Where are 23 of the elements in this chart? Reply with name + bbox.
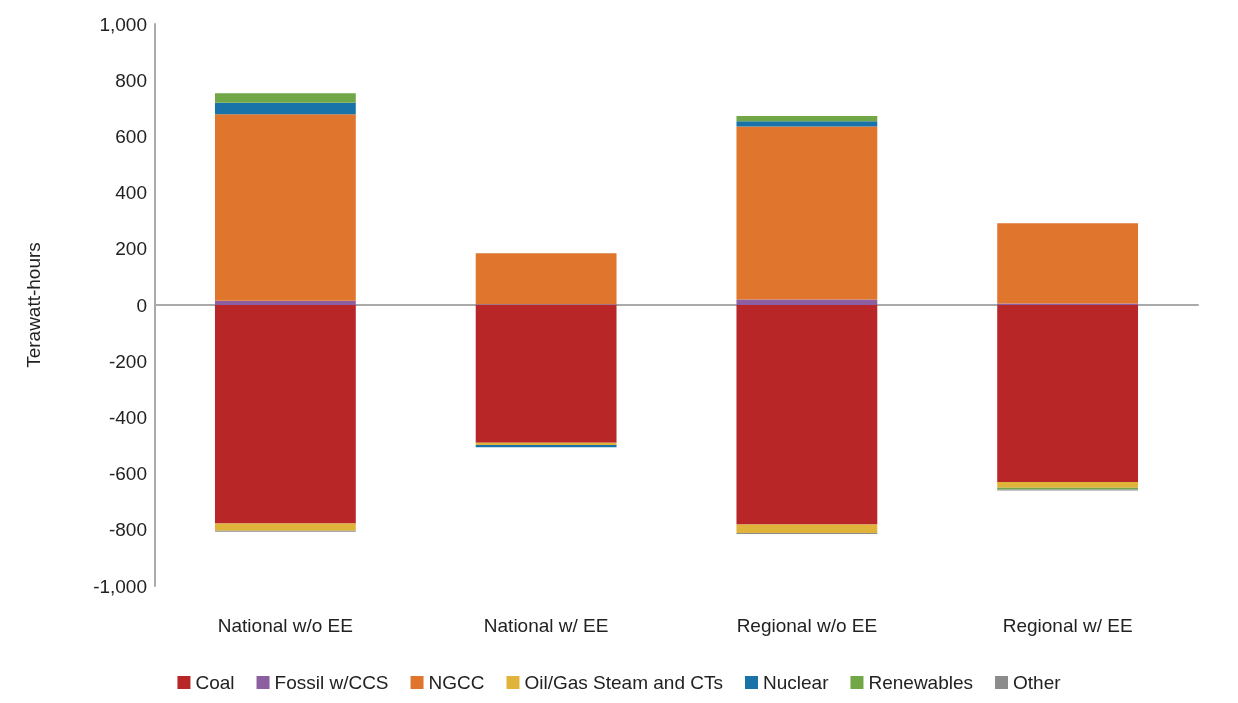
y-tick-label: -200 (108, 350, 147, 372)
y-tick-label: 0 (136, 294, 147, 316)
y-tick-label: 1,000 (99, 13, 147, 35)
y-tick-label: -400 (108, 406, 147, 428)
y-tick-label: -600 (108, 463, 147, 485)
y-tick-label: 200 (115, 238, 147, 260)
x-tick-label: National w/o EE (217, 615, 353, 636)
legend-label: Other (1013, 672, 1062, 693)
legend-label: NGCC (428, 672, 485, 693)
y-tick-label: -800 (108, 519, 147, 541)
y-axis-title: Terawatt-hours (23, 242, 44, 368)
y-tick-label: 800 (115, 69, 147, 91)
legend-label: Oil/Gas Steam and CTs (524, 672, 724, 693)
legend-label: Fossil w/CCS (274, 672, 389, 693)
y-tick-label: 400 (115, 182, 147, 204)
y-tick-label: -1,000 (93, 575, 147, 597)
legend-label: Coal (195, 672, 235, 693)
x-tick-label: Regional w/o EE (736, 615, 878, 636)
legend-label: Renewables (868, 672, 974, 693)
legend-label: Nuclear (763, 672, 830, 693)
x-tick-label: Regional w/ EE (1002, 615, 1133, 636)
y-tick-label: 600 (115, 125, 147, 147)
x-tick-label: National w/ EE (483, 615, 609, 636)
